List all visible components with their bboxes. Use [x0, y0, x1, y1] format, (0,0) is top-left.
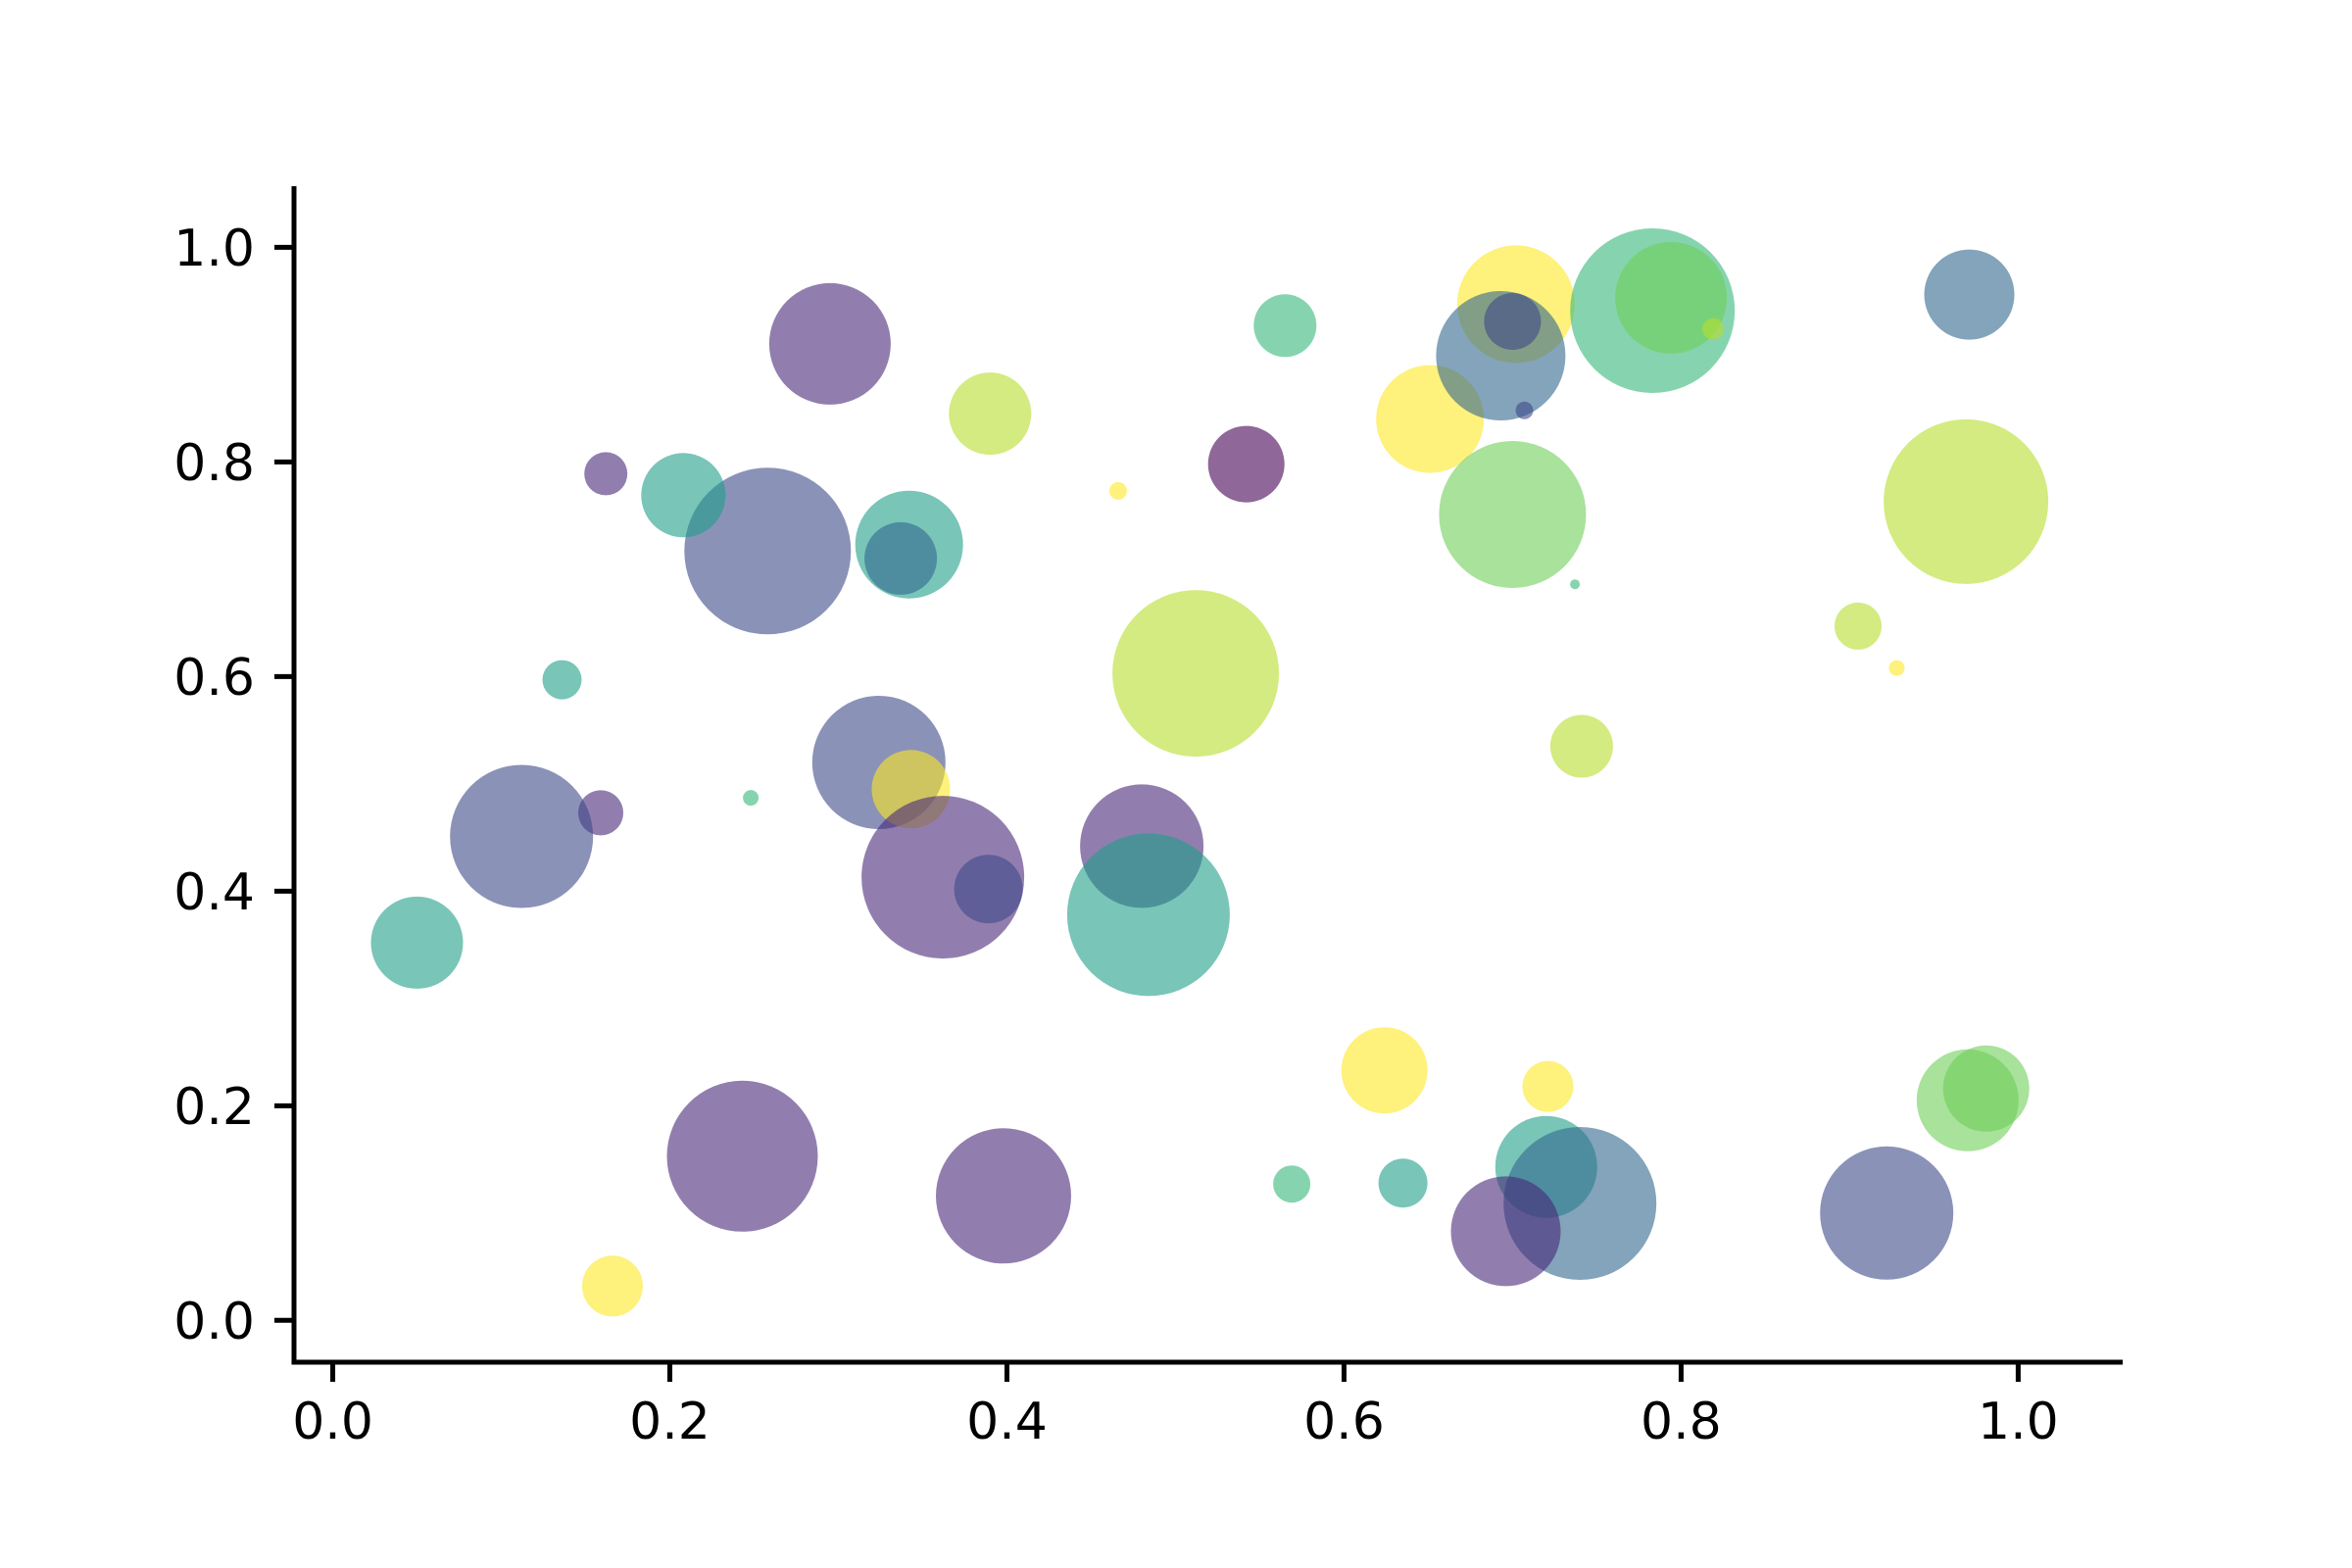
scatter-bubble-32: [370, 896, 464, 989]
bubbles-layer: [370, 228, 2049, 1317]
scatter-bubble-4: [1253, 294, 1317, 358]
scatter-bubble-23: [542, 660, 582, 700]
scatter-bubble-12: [1702, 318, 1725, 340]
axes-layer: 0.0 0.2 0.4 0.6 0.8 1.0 0.0 0.2 0.4 0.6 0.8 1.0: [173, 186, 2123, 1451]
scatter-bubble-8: [1484, 293, 1542, 350]
scatter-bubble-36: [1066, 833, 1230, 997]
x-tick-label-4: 0.8: [1641, 1393, 1722, 1451]
scatter-bubble-1: [1884, 418, 2049, 584]
y-tick-label-5: 1.0: [173, 220, 255, 278]
scatter-bubble-0: [1112, 590, 1280, 758]
scatter-bubble-31: [450, 764, 594, 908]
scatter-bubble-47: [1450, 1176, 1561, 1287]
y-tick-label-2: 0.4: [173, 863, 255, 922]
scatter-bubble-20: [1109, 481, 1127, 500]
scatter-bubble-13: [1924, 249, 2015, 340]
scatter-bubble-29: [743, 790, 760, 807]
scatter-bubble-25: [1888, 660, 1905, 676]
scatter-bubble-48: [1820, 1146, 1954, 1280]
y-tick-label-0: 0.0: [173, 1293, 255, 1351]
scatter-bubble-38: [1522, 1060, 1574, 1112]
x-tick-label-5: 1.0: [1978, 1393, 2059, 1451]
scatter-bubble-37: [1341, 1027, 1428, 1114]
scatter-bubble-3: [949, 372, 1032, 456]
scatter-bubble-14: [584, 452, 628, 496]
scatter-bubble-11: [1615, 241, 1728, 354]
scatter-bubble-42: [936, 1128, 1071, 1264]
scatter-bubble-18: [864, 521, 938, 595]
x-tick-label-1: 0.2: [629, 1393, 710, 1451]
y-tick-label-3: 0.6: [173, 649, 255, 708]
scatter-bubble-34: [954, 855, 1023, 924]
x-tick-label-0: 0.0: [292, 1393, 373, 1451]
scatter-bubble-15: [684, 467, 852, 635]
scatter-bubble-49: [582, 1255, 643, 1317]
scatter-bubble-40: [1942, 1045, 2030, 1132]
scatter-bubble-2: [768, 282, 891, 405]
y-tick-label-1: 0.2: [173, 1078, 255, 1137]
scatter-bubble-26: [1549, 714, 1613, 778]
scatter-bubble-44: [1378, 1158, 1428, 1208]
scatter-bubble-16: [641, 453, 726, 538]
scatter-bubble-22: [1570, 579, 1581, 590]
scatter-bubble-43: [1273, 1165, 1311, 1203]
scatter-bubble-21: [1439, 441, 1587, 588]
scatter-bubble-9: [1515, 401, 1534, 419]
y-tick-label-4: 0.8: [173, 434, 255, 493]
scatter-bubble-24: [1835, 602, 1882, 650]
x-tick-label-3: 0.6: [1303, 1393, 1385, 1451]
x-tick-label-2: 0.4: [966, 1393, 1048, 1451]
scatter-bubble-19: [1207, 425, 1285, 503]
scatter-bubble-41: [666, 1080, 818, 1232]
